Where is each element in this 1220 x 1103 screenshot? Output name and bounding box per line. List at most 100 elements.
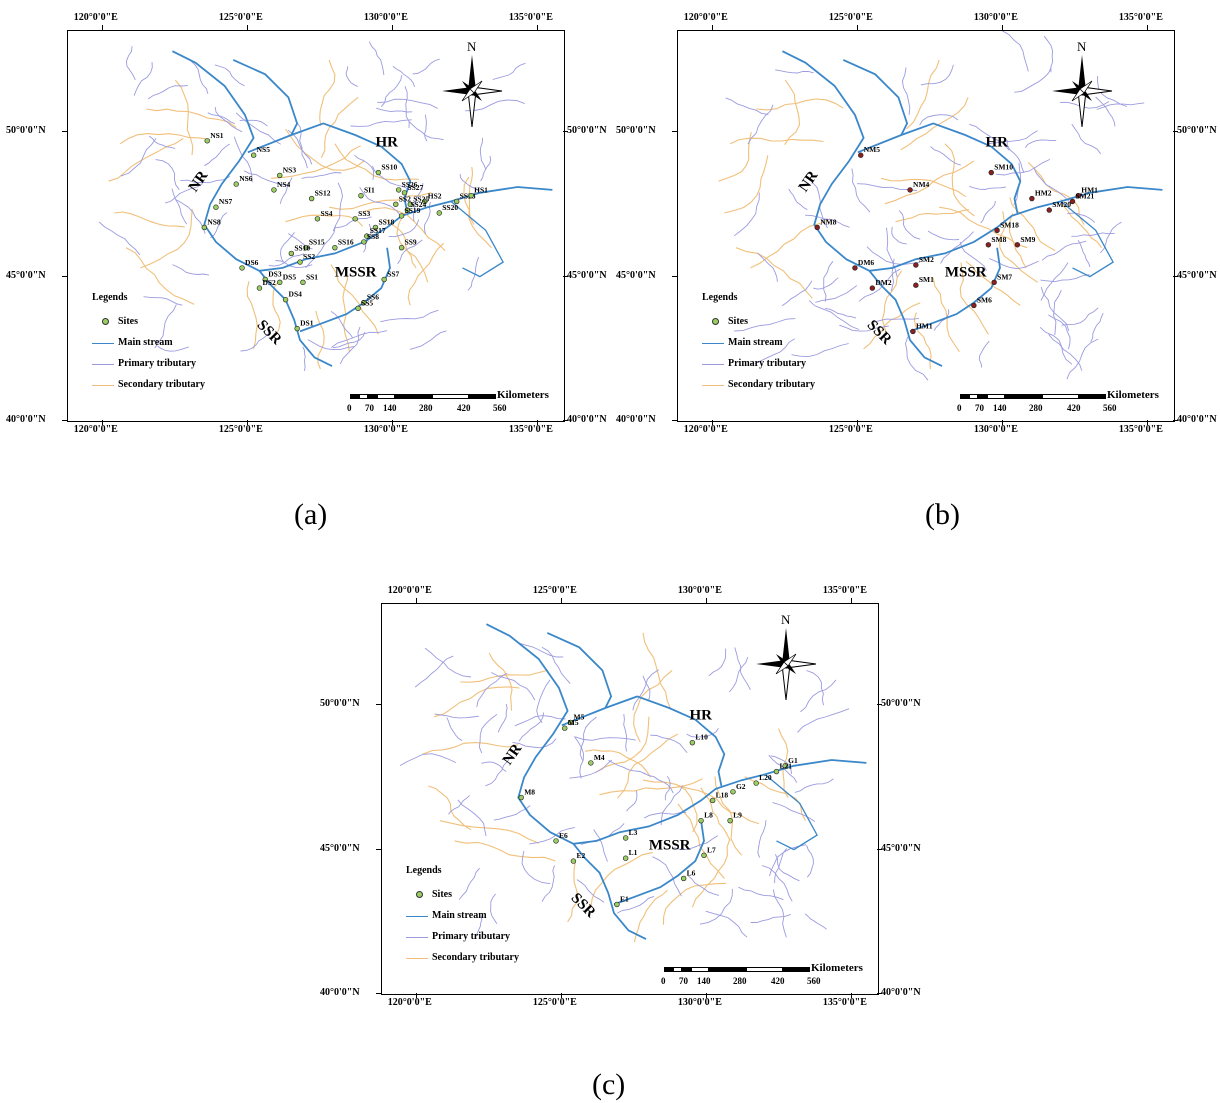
- site-label: SS17: [370, 226, 386, 235]
- primary-tributary: [774, 854, 800, 882]
- primary-tributary: [408, 121, 444, 141]
- primary-tributary: [1039, 326, 1073, 365]
- latitude-label: 50°0'0"N: [567, 125, 607, 137]
- secondary-tributary: [881, 270, 903, 335]
- site-label: E6: [559, 831, 568, 840]
- primary-tributary: [980, 200, 996, 224]
- site-marker: [453, 198, 460, 205]
- compass-needle: [782, 628, 790, 664]
- latitude-tick: [1173, 420, 1178, 421]
- site-label: SS26: [402, 180, 418, 189]
- site-marker: [468, 192, 474, 199]
- site-label: SM8: [991, 235, 1006, 244]
- latitude-tick: [376, 848, 381, 850]
- secondary-tributary: [1060, 199, 1102, 249]
- site-label: SS18: [378, 217, 394, 226]
- main-stream: [561, 695, 726, 787]
- site-label: NS1: [210, 131, 224, 140]
- site-marker: [422, 198, 428, 205]
- secondary-tributary: [114, 211, 185, 228]
- primary-tributary: [617, 895, 655, 914]
- secondary-tributary: [385, 218, 417, 269]
- primary-tributary: [518, 712, 545, 742]
- scale-bar: 0 70 140 280 420 560 Kilometers: [347, 389, 565, 418]
- primary-tributary: [302, 346, 306, 371]
- latitude-label: 40°0'0"N: [6, 414, 46, 425]
- longitude-label: 135°0'0"E: [508, 12, 553, 23]
- scale-tick-label: 140: [697, 976, 711, 986]
- site-label: SS1: [306, 272, 318, 281]
- site-label: SS2: [303, 252, 315, 261]
- latitude-tick: [672, 131, 677, 133]
- site-marker: [364, 233, 370, 239]
- site-marker: [361, 299, 367, 306]
- scale-bar: 0 70 140 280 420 560 Kilometers: [661, 962, 879, 991]
- primary-tributary: [886, 227, 898, 278]
- primary-tributary: [474, 916, 483, 939]
- primary-tributary: [1043, 35, 1054, 73]
- main-stream: [764, 773, 818, 851]
- longitude-tick: [560, 598, 562, 603]
- site-marker: [358, 192, 364, 199]
- longitude-label: 135°0'0"E: [1118, 12, 1163, 23]
- longitude-tick: [705, 598, 707, 603]
- scale-unit-label: Kilometers: [497, 389, 549, 401]
- primary-tributary: [1041, 240, 1087, 261]
- compass-north-label: N: [781, 612, 791, 627]
- primary-tributary: [734, 647, 751, 691]
- site-label: SS27: [407, 183, 423, 192]
- site-marker: [622, 855, 629, 861]
- site-label: DS2: [262, 278, 276, 287]
- site-label: SS16: [338, 238, 354, 247]
- longitude-label: 130°0'0"E: [973, 12, 1018, 23]
- longitude-label: 120°0'0"E: [73, 424, 118, 435]
- longitude-label: 125°0'0"E: [532, 997, 577, 1008]
- latitude-tick: [62, 131, 67, 133]
- map-legend: Legends Sites Main stream Primary tributary…: [702, 292, 872, 392]
- longitude-tick: [246, 420, 248, 425]
- primary-tributary: [1067, 212, 1096, 223]
- primary-tributary: [275, 260, 313, 268]
- site-marker: [782, 763, 788, 769]
- secondary-tributary: [784, 79, 801, 145]
- scale-tick-label: 560: [493, 403, 507, 413]
- primary-tributary: [339, 326, 361, 365]
- site-label: HM1: [1081, 186, 1098, 195]
- primary-tributary: [1097, 76, 1128, 107]
- site-label: L7: [707, 845, 716, 854]
- scale-bar-segment: [960, 394, 969, 399]
- primary-tributary: [642, 675, 651, 702]
- primary-tributary: [1014, 67, 1052, 93]
- site-marker: [372, 224, 379, 231]
- longitude-tick: [850, 598, 852, 603]
- site-marker: [567, 719, 574, 726]
- secondary-tributary: [342, 270, 350, 352]
- longitude-tick: [246, 25, 248, 30]
- primary-tributary: [479, 137, 487, 170]
- site-marker: [355, 305, 361, 312]
- primary-tributary: [687, 875, 720, 896]
- main-stream: [613, 820, 705, 906]
- map-frame: M5 M5 L10 M4 G1 L21 L20 G2 L18 L8 L9 M8 L3 E6 L1 E2 L7 L6…: [381, 603, 879, 995]
- secondary-tributary: [330, 264, 379, 335]
- site-label: HM2: [1035, 189, 1052, 198]
- primary-tributary: [204, 143, 230, 167]
- main-stream-layer: [485, 623, 867, 940]
- primary-tributary: [576, 879, 605, 903]
- primary-tributary: [761, 865, 793, 902]
- primary-tributary: [301, 172, 342, 179]
- scale-bar-segment: [709, 967, 746, 972]
- primary-tributary: [459, 174, 480, 192]
- site-label: SS7: [387, 269, 399, 278]
- legend-line-swatch: [702, 343, 724, 344]
- primary-tributary: [1040, 262, 1069, 301]
- secondary-tributary-layer: [422, 632, 806, 943]
- latitude-label: 50°0'0"N: [6, 125, 46, 137]
- legend-site-marker: [102, 318, 109, 325]
- longitude-tick: [560, 993, 562, 998]
- scale-tick-label: 420: [771, 976, 785, 986]
- secondary-tributary: [146, 108, 237, 128]
- site-label: SM2: [919, 255, 934, 264]
- primary-tributary: [465, 99, 525, 112]
- latitude-tick: [877, 704, 882, 706]
